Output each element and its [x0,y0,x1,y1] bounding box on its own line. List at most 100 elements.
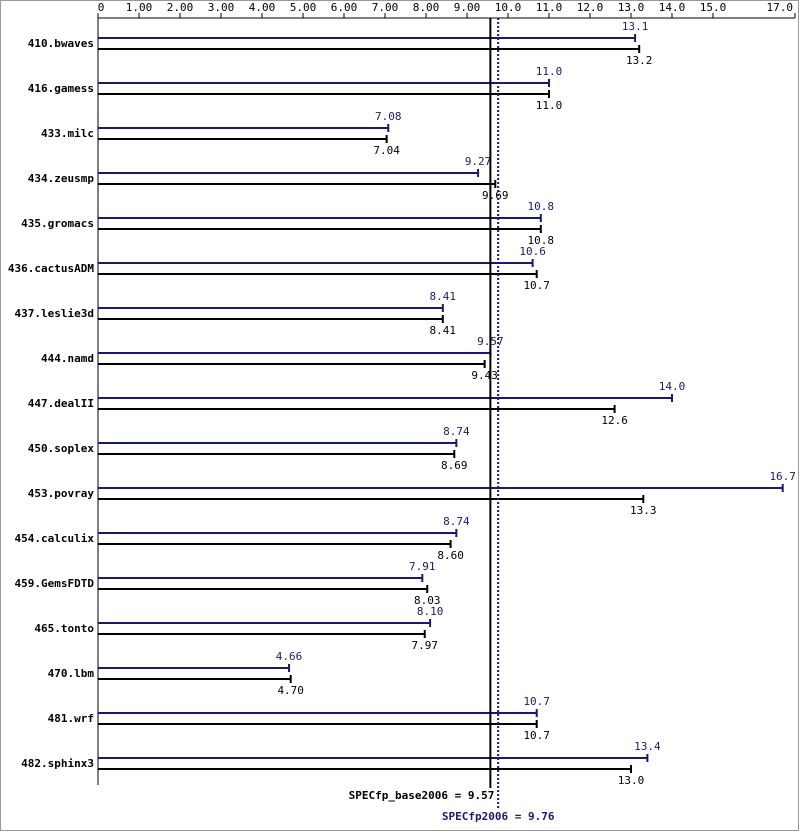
value-label: 8.41 [430,290,457,303]
bar [98,180,497,188]
x-tick-label: 15.0 [700,1,727,14]
bar [98,405,616,413]
bar [98,90,550,98]
category-label: 433.milc [41,127,94,140]
x-tick-label: 13.0 [618,1,645,14]
value-label: 13.1 [622,20,649,33]
bar [98,585,429,593]
bar [98,45,641,53]
bar [98,540,452,548]
bar [98,169,480,177]
bar [98,304,444,312]
category-label: 434.zeusmp [28,172,95,185]
x-tick-label: 6.00 [331,1,358,14]
value-label: 7.91 [409,560,436,573]
bar [98,754,649,762]
value-label: 10.8 [528,200,555,213]
x-tick-label: 17.0 [767,1,794,14]
category-label: 436.cactusADM [8,262,94,275]
value-label: 4.66 [276,650,303,663]
value-label: 7.97 [412,639,439,652]
value-label: 7.04 [373,144,400,157]
value-label: 11.0 [536,65,563,78]
value-label: 8.03 [414,594,441,607]
category-label: 416.gamess [28,82,94,95]
value-label: 10.8 [528,234,555,247]
bar [98,259,534,267]
value-label: 10.7 [523,695,550,708]
category-label: 410.bwaves [28,37,94,50]
value-label: 8.10 [417,605,444,618]
bar [98,529,458,537]
value-label: 13.2 [626,54,653,67]
category-label: 447.dealII [28,397,94,410]
x-tick-label: 12.0 [577,1,604,14]
category-label: 459.GemsFDTD [15,577,95,590]
bar [98,484,784,492]
bar [98,709,538,717]
category-label: 470.lbm [48,667,95,680]
x-tick-label: 2.00 [167,1,194,14]
reference-label: SPECfp2006 = 9.76 [442,810,555,823]
value-label: 13.0 [618,774,645,787]
value-label: 10.6 [519,245,546,258]
category-label: 482.sphinx3 [21,757,94,770]
value-label: 13.4 [634,740,661,753]
x-tick-label: 1.00 [126,1,153,14]
bar [98,214,542,222]
value-label: 8.69 [441,459,468,472]
bar [98,450,456,458]
value-label: 9.43 [471,369,498,382]
bar [98,619,432,627]
bar [98,34,637,42]
x-tick-label: 7.00 [372,1,399,14]
x-tick-label: 3.00 [208,1,235,14]
x-tick-label: 8.00 [413,1,440,14]
value-label: 8.74 [443,515,470,528]
bar [98,360,486,368]
x-tick-label: 14.0 [659,1,686,14]
category-label: 454.calculix [15,532,95,545]
bar [98,225,542,233]
bar [98,630,426,638]
value-label: 10.7 [523,279,550,292]
bar [98,270,538,278]
value-label: 8.60 [437,549,464,562]
x-tick-label: 5.00 [290,1,317,14]
bar [98,495,645,503]
value-label: 8.74 [443,425,470,438]
bar [98,720,538,728]
bar [98,124,390,132]
value-label: 7.08 [375,110,402,123]
category-label: 437.leslie3d [15,307,94,320]
value-label: 14.0 [659,380,686,393]
x-tick-label: 9.00 [454,1,481,14]
bar [98,439,458,447]
value-label: 9.69 [482,189,509,202]
category-label: 481.wrf [48,712,94,725]
bar [98,135,388,143]
category-label: 450.soplex [28,442,95,455]
value-label: 13.3 [630,504,657,517]
value-label: 4.70 [277,684,304,697]
bar [98,765,632,773]
bar [98,664,291,672]
x-tick-label: 0 [98,1,105,14]
bar [98,675,292,683]
bar [98,574,424,582]
value-label: 16.7 [769,470,796,483]
bar [98,315,444,323]
value-label: 8.41 [430,324,457,337]
x-tick-label: 10.0 [495,1,522,14]
bar [98,394,673,402]
category-label: 453.povray [28,487,95,500]
value-label: 11.0 [536,99,563,112]
bar [98,79,550,87]
category-label: 444.namd [41,352,94,365]
x-tick-label: 11.0 [536,1,563,14]
value-label: 9.27 [465,155,492,168]
reference-label: SPECfp_base2006 = 9.57 [349,789,495,802]
